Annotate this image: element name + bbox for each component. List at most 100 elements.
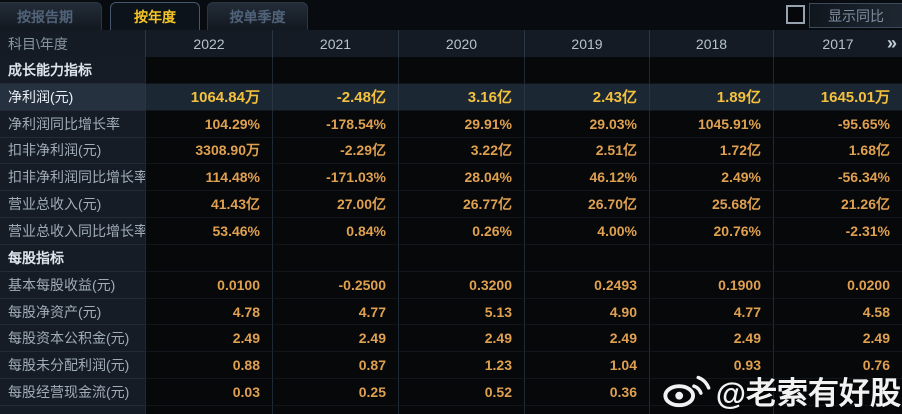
- cell-value: [145, 244, 272, 272]
- cell-value: 25.68亿: [649, 191, 773, 219]
- table-row[interactable]: 扣非净利润(元) 3308.90万 -2.29亿 3.22亿 2.51亿 1.72亿 1.6…: [0, 137, 902, 165]
- stub-cell: [773, 406, 902, 414]
- row-label: 每股指标: [0, 244, 145, 272]
- cell-value: 26.77亿: [398, 191, 524, 219]
- cell-value: 0.88: [145, 352, 272, 380]
- cell-value: -56.34%: [773, 164, 902, 192]
- cell-value: 0.93: [649, 352, 773, 380]
- row-label: 营业总收入同比增长率: [0, 218, 145, 245]
- stub-cell: [649, 406, 773, 414]
- cell-value: 20.76%: [649, 218, 773, 245]
- cell-value: 1064.84万: [145, 83, 272, 111]
- cell-value: [524, 57, 649, 84]
- cell-value: 0.52: [398, 379, 524, 406]
- cell-value: [272, 244, 398, 272]
- table-row[interactable]: 营业总收入同比增长率 53.46% 0.84% 0.26% 4.00% 20.76% -2.…: [0, 218, 902, 245]
- row-label: 扣非净利润(元): [0, 137, 145, 165]
- yoy-checkbox[interactable]: [786, 5, 805, 24]
- row-label: 每股资本公积金(元): [0, 325, 145, 353]
- section-row: 每股指标: [0, 244, 902, 272]
- cell-value: 2.49%: [649, 164, 773, 192]
- yoy-toggle-button[interactable]: 显示同比: [809, 3, 902, 28]
- cell-value: 27.00亿: [272, 191, 398, 219]
- cell-value: 2.51亿: [524, 137, 649, 165]
- table-row[interactable]: 基本每股收益(元) 0.0100 -0.2500 0.3200 0.2493 0.1900…: [0, 271, 902, 299]
- cell-value: 114.48%: [145, 164, 272, 192]
- cell-value: 2.49: [272, 325, 398, 353]
- table-row[interactable]: 每股未分配利润(元) 0.88 0.87 1.23 1.04 0.93 0.76: [0, 352, 902, 380]
- cell-value: -2.31%: [773, 218, 902, 245]
- table-row[interactable]: 每股资本公积金(元) 2.49 2.49 2.49 2.49 2.49 2.49: [0, 325, 902, 353]
- cell-value: 2.43亿: [524, 83, 649, 111]
- cell-value: 0.84%: [272, 218, 398, 245]
- table-row[interactable]: 每股经营现金流(元) 0.03 0.25 0.52 0.36: [0, 379, 902, 406]
- cell-value: 1645.01万: [773, 83, 902, 111]
- row-label: 扣非净利润同比增长率: [0, 164, 145, 192]
- stub-cell: [398, 406, 524, 414]
- year-header: 2020: [398, 30, 524, 57]
- cell-value: 4.78: [145, 298, 272, 326]
- table-row[interactable]: 净利润同比增长率 104.29% -178.54% 29.91% 29.03% 1045.…: [0, 110, 902, 138]
- cell-value: 3.16亿: [398, 83, 524, 111]
- cell-value: 1045.91%: [649, 110, 773, 138]
- cell-value: 4.77: [649, 298, 773, 326]
- cell-value: 0.26%: [398, 218, 524, 245]
- cell-value: 0.36: [524, 379, 649, 406]
- stub-cell: [145, 406, 272, 414]
- cell-value: 46.12%: [524, 164, 649, 192]
- corner-label: 科目\年度: [8, 35, 68, 52]
- cell-value: 2.49: [398, 325, 524, 353]
- cell-value: [773, 57, 902, 84]
- cell-value: 21.26亿: [773, 191, 902, 219]
- cell-value: -2.29亿: [272, 137, 398, 165]
- row-label: 成长能力指标: [0, 57, 145, 84]
- year-header: 2017: [773, 30, 902, 57]
- cell-value: 26.70亿: [524, 191, 649, 219]
- cell-value: 2.49: [773, 325, 902, 353]
- more-years-button[interactable]: »: [886, 33, 897, 53]
- cell-value: [145, 57, 272, 84]
- cell-value: 0.76: [773, 352, 902, 380]
- year-header: 2018: [649, 30, 773, 57]
- cell-value: 1.04: [524, 352, 649, 380]
- row-label: 基本每股收益(元): [0, 271, 145, 299]
- period-tabbar: 按报告期 按年度 按单季度 显示同比: [0, 0, 902, 30]
- tab-single-quarter[interactable]: 按单季度: [207, 2, 308, 30]
- cell-value: 29.03%: [524, 110, 649, 138]
- cell-value: 0.2493: [524, 271, 649, 299]
- cell-value: 53.46%: [145, 218, 272, 245]
- cell-value: 1.23: [398, 352, 524, 380]
- cell-value: 3.22亿: [398, 137, 524, 165]
- cell-value: 2.49: [649, 325, 773, 353]
- cell-value: [649, 244, 773, 272]
- cell-value: 4.58: [773, 298, 902, 326]
- row-label: 每股经营现金流(元): [0, 379, 145, 406]
- cell-value: 5.13: [398, 298, 524, 326]
- cell-value: 0.0100: [145, 271, 272, 299]
- cell-value: -171.03%: [272, 164, 398, 192]
- financial-table: 科目\年度 2022 2021 2020 2019 2018 2017» 成长能力指标 净利…: [0, 30, 902, 414]
- cell-value: [773, 379, 902, 406]
- table-body: 成长能力指标 净利润(元) 1064.84万 -2.48亿 3.16亿 2.43亿 1.89…: [0, 57, 902, 406]
- cell-value: [398, 244, 524, 272]
- cell-value: [649, 379, 773, 406]
- row-label: 净利润(元): [0, 83, 145, 111]
- table-row[interactable]: 营业总收入(元) 41.43亿 27.00亿 26.77亿 26.70亿 25.68亿 21…: [0, 191, 902, 219]
- year-header: 2019: [524, 30, 649, 57]
- cell-value: -178.54%: [272, 110, 398, 138]
- cell-value: 0.25: [272, 379, 398, 406]
- row-label: 每股净资产(元): [0, 298, 145, 326]
- table-row[interactable]: 扣非净利润同比增长率 114.48% -171.03% 28.04% 46.12% 2.4…: [0, 164, 902, 192]
- table-row[interactable]: 净利润(元) 1064.84万 -2.48亿 3.16亿 2.43亿 1.89亿 1645.…: [0, 83, 902, 111]
- stub-cell: [524, 406, 649, 414]
- cell-value: 1.68亿: [773, 137, 902, 165]
- cell-value: [773, 244, 902, 272]
- table-row[interactable]: 每股净资产(元) 4.78 4.77 5.13 4.90 4.77 4.58: [0, 298, 902, 326]
- cell-value: 4.00%: [524, 218, 649, 245]
- stub-cell: [0, 406, 145, 414]
- cell-value: 2.49: [524, 325, 649, 353]
- tab-annual[interactable]: 按年度: [110, 2, 200, 30]
- cell-value: 41.43亿: [145, 191, 272, 219]
- cell-value: 1.89亿: [649, 83, 773, 111]
- tab-report-period[interactable]: 按报告期: [0, 2, 102, 30]
